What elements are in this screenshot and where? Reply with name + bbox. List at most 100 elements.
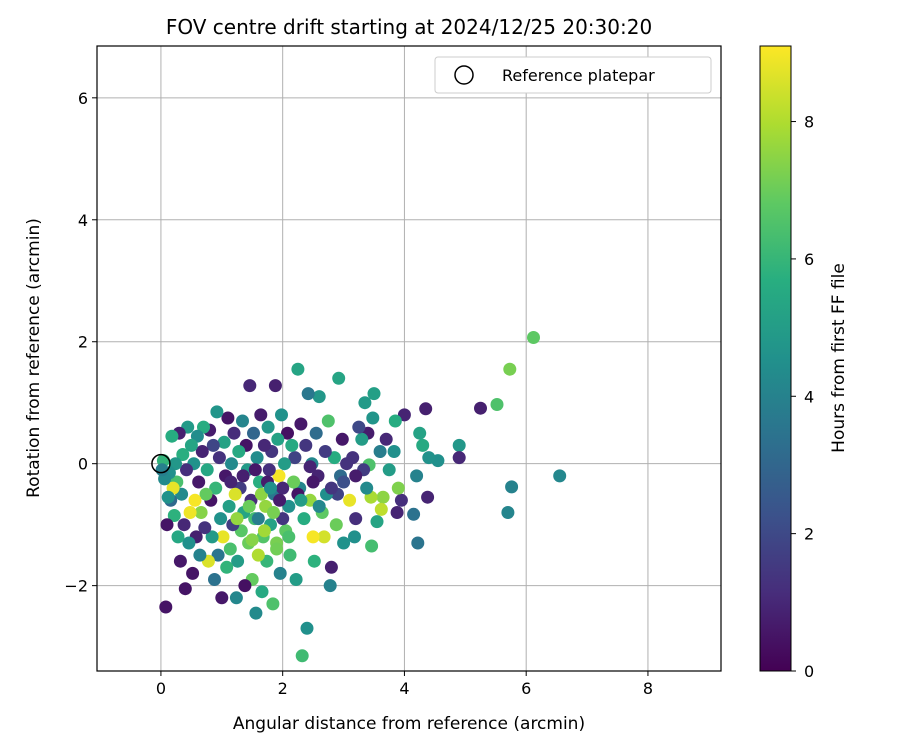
- data-point: [297, 512, 311, 526]
- data-point: [379, 432, 393, 446]
- data-point: [159, 600, 173, 614]
- colorbar-tick-label: 0: [804, 662, 814, 681]
- data-point: [214, 512, 228, 526]
- data-point: [243, 379, 257, 393]
- data-point: [397, 408, 411, 422]
- data-point: [228, 487, 242, 501]
- data-point: [282, 530, 296, 544]
- data-point: [303, 460, 317, 474]
- data-point: [349, 512, 363, 526]
- data-point: [188, 493, 202, 507]
- data-point: [410, 469, 424, 483]
- data-point: [238, 579, 252, 593]
- y-tick-label: 2: [78, 333, 88, 352]
- colorbar-tick-label: 6: [804, 250, 814, 269]
- data-point: [176, 448, 190, 461]
- data-point: [275, 408, 288, 422]
- data-point: [245, 533, 259, 547]
- data-point: [210, 405, 224, 419]
- data-point: [180, 463, 193, 477]
- data-point: [248, 463, 262, 477]
- data-point: [216, 530, 230, 544]
- data-point: [160, 518, 174, 532]
- data-point: [236, 469, 250, 483]
- data-point: [267, 506, 280, 519]
- data-point: [300, 621, 314, 635]
- data-point: [165, 429, 179, 443]
- colorbar-tick-label: 2: [804, 525, 814, 544]
- data-point: [249, 606, 263, 620]
- data-point: [307, 554, 321, 568]
- x-axis-ticks: 0 2 4 6 8: [156, 671, 653, 698]
- data-point: [167, 509, 181, 522]
- data-point: [312, 499, 326, 513]
- data-point: [262, 463, 276, 477]
- data-point: [182, 536, 196, 550]
- data-point: [169, 457, 182, 471]
- data-point: [373, 445, 387, 458]
- data-point: [367, 387, 381, 401]
- legend-label: Reference platepar: [502, 66, 655, 85]
- data-point: [390, 506, 404, 519]
- data-point: [321, 414, 335, 428]
- data-point: [281, 426, 294, 440]
- data-point: [352, 420, 366, 434]
- data-point: [217, 435, 231, 449]
- data-point: [283, 548, 297, 562]
- data-point: [391, 481, 405, 495]
- data-point: [273, 493, 287, 507]
- data-point: [348, 530, 361, 544]
- data-point: [503, 362, 517, 376]
- data-point: [261, 420, 275, 434]
- data-point: [270, 542, 284, 556]
- data-point: [340, 457, 354, 471]
- data-point: [287, 475, 301, 489]
- plot-background: [97, 46, 721, 671]
- reference-marker-group: [151, 453, 171, 474]
- data-point: [323, 579, 337, 593]
- data-point: [194, 506, 208, 519]
- data-point: [278, 457, 291, 471]
- data-point: [282, 499, 296, 513]
- data-point: [303, 493, 317, 507]
- data-point: [190, 429, 204, 443]
- x-tick-label: 6: [521, 679, 531, 698]
- x-tick-label: 8: [643, 679, 653, 698]
- data-point: [294, 417, 308, 431]
- data-point: [360, 481, 374, 495]
- data-point: [209, 481, 223, 495]
- data-point: [251, 548, 265, 562]
- data-point: [306, 530, 320, 544]
- data-point: [173, 554, 187, 568]
- data-point: [382, 463, 396, 477]
- data-points: [155, 331, 567, 663]
- data-point: [208, 573, 221, 586]
- data-point: [206, 438, 220, 452]
- data-point: [232, 445, 246, 458]
- data-point: [257, 438, 271, 452]
- colorbar-tick-label: 8: [804, 113, 814, 132]
- data-point: [205, 530, 219, 544]
- data-point: [527, 331, 540, 344]
- data-point: [394, 493, 408, 507]
- data-point: [276, 512, 290, 526]
- y-tick-label: 0: [78, 455, 88, 474]
- data-point: [186, 566, 200, 580]
- data-point: [299, 438, 313, 452]
- data-point: [416, 438, 430, 452]
- data-point: [374, 502, 388, 516]
- data-point: [421, 490, 435, 504]
- data-point: [273, 566, 287, 580]
- data-point: [474, 401, 487, 415]
- data-point: [212, 451, 226, 465]
- data-point: [324, 560, 338, 574]
- data-point: [193, 548, 207, 562]
- y-tick-label: −2: [64, 577, 88, 596]
- data-point: [335, 432, 349, 446]
- data-point: [337, 475, 351, 489]
- data-point: [387, 445, 401, 458]
- x-axis-label: Angular distance from reference (arcmin): [233, 714, 585, 734]
- colorbar-label: Hours from first FF file: [829, 263, 849, 453]
- x-tick-label: 4: [399, 679, 409, 698]
- data-point: [222, 499, 236, 513]
